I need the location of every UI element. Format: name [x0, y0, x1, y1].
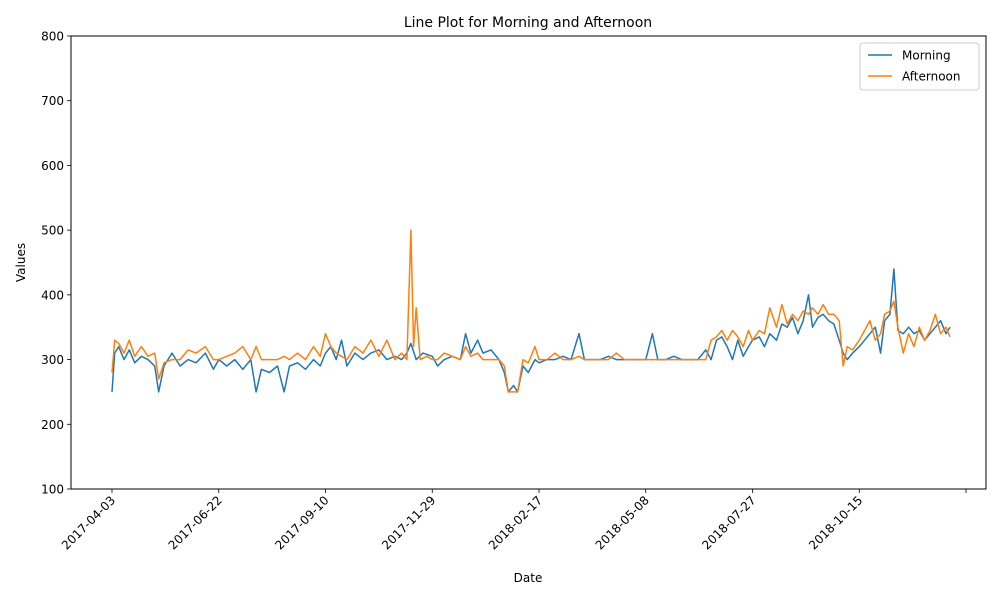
legend: Morning Afternoon [859, 42, 980, 91]
y-tick-label: 500 [41, 224, 64, 238]
y-tick-label: 400 [41, 288, 64, 302]
chart-title: Line Plot for Morning and Afternoon [404, 15, 652, 31]
y-axis-title: Values [14, 243, 28, 282]
series-line-afternoon [111, 229, 951, 393]
y-tick-label: 300 [41, 353, 64, 367]
x-axis-title: Date [514, 571, 543, 585]
y-axis: 100 200 300 400 500 600 700 800 [41, 30, 71, 497]
plot-lines [111, 229, 951, 393]
y-tick-label: 800 [41, 30, 64, 44]
series-line-morning [111, 268, 951, 393]
y-tick-label: 200 [41, 418, 64, 432]
y-tick-label: 600 [41, 159, 64, 173]
legend-label-morning: Morning [902, 49, 951, 63]
y-tick-label: 100 [41, 483, 64, 497]
y-tick-label: 700 [41, 94, 64, 108]
legend-label-afternoon: Afternoon [902, 70, 961, 84]
plot-frame [70, 35, 987, 490]
